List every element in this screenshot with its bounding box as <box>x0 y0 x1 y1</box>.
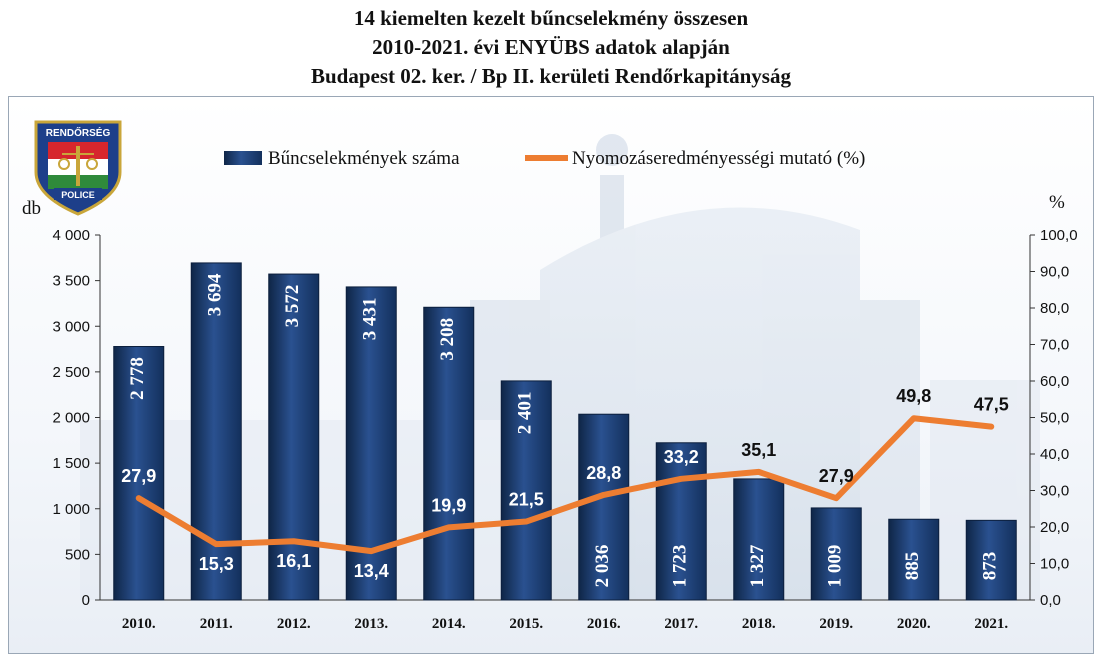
line-point <box>446 524 452 530</box>
line-value-label: 28,8 <box>586 463 621 483</box>
bar-value-label: 885 <box>902 552 923 581</box>
bar-value-label: 3 572 <box>282 285 303 328</box>
left-axis-tick-label: 1 000 <box>52 501 90 518</box>
category-label: 2018. <box>742 616 776 632</box>
line-point <box>988 424 994 430</box>
line-point <box>523 519 529 525</box>
line-value-label: 33,2 <box>664 447 699 467</box>
left-axis-tick-label: 2 000 <box>52 410 90 427</box>
bar-value-label: 1 327 <box>747 544 768 587</box>
left-axis-tick-label: 3 000 <box>52 318 90 335</box>
line-point <box>756 469 762 475</box>
line-value-label: 15,3 <box>199 554 234 574</box>
bar-value-label: 3 694 <box>205 273 226 316</box>
left-axis-tick-label: 0 <box>82 592 90 609</box>
left-axis-tick-label: 500 <box>65 546 90 563</box>
line-point <box>678 476 684 482</box>
right-axis-tick-label: 80,0 <box>1040 300 1069 317</box>
bar <box>655 442 707 601</box>
left-axis-tick-label: 1 500 <box>52 455 90 472</box>
bar <box>733 478 785 601</box>
line-point <box>291 538 297 544</box>
line-path <box>135 415 995 555</box>
bar-value-label: 2 036 <box>592 545 613 588</box>
right-axis-unit: % <box>1049 192 1065 213</box>
category-label: 2016. <box>587 616 621 632</box>
legend: Bűncselekmények száma Nyomozáseredményes… <box>224 148 865 169</box>
logo-top-text: RENDŐRSÉG <box>46 126 111 139</box>
line-value-label: 13,4 <box>354 561 389 581</box>
legend-line-label: Nyomozáseredményességi mutató (%) <box>572 148 865 169</box>
line-series: 27,9 15,3 16,1 13,4 19,9 21,5 28,8 33,2 35,1 27,9… <box>121 386 1009 581</box>
category-label: 2014. <box>432 616 466 632</box>
right-axis-tick-label: 20,0 <box>1040 519 1069 536</box>
line-value-label: 47,5 <box>974 395 1009 415</box>
left-axis-unit: db <box>22 198 41 219</box>
line-value-label: 27,9 <box>819 466 854 486</box>
line-value-label: 16,1 <box>276 551 311 571</box>
bar-series: 2 778 3 694 3 572 3 431 3 208 2 401 2 036 1 723… <box>113 262 1017 601</box>
category-label: 2017. <box>664 616 698 632</box>
category-label: 2019. <box>819 616 853 632</box>
bar-value-label: 2 401 <box>515 392 536 435</box>
legend-bar-swatch <box>224 151 262 165</box>
bar-value-label: 1 009 <box>825 545 846 588</box>
bar <box>113 346 165 601</box>
bar <box>888 518 940 601</box>
line-value-label: 35,1 <box>741 440 776 460</box>
category-label: 2021. <box>974 616 1008 632</box>
bar <box>810 507 862 601</box>
bar <box>578 413 630 601</box>
right-axis-tick-label: 60,0 <box>1040 373 1069 390</box>
title-line-1: 14 kiemelten kezelt bűncselekmény összes… <box>353 6 749 30</box>
line-point <box>601 492 607 498</box>
category-label: 2013. <box>354 616 388 632</box>
category-label: 2020. <box>897 616 931 632</box>
line-point <box>368 548 374 554</box>
line-value-label: 19,9 <box>431 495 466 515</box>
logo-bottom-text: POLICE <box>61 190 95 200</box>
line-point <box>136 495 142 501</box>
axes: 0 500 1 000 1 500 2 000 2 500 3 000 3 500 4 000 0… <box>52 227 1077 609</box>
title-line-3: Budapest 02. ker. / Bp II. kerületi Rend… <box>311 64 791 88</box>
bar <box>965 519 1017 601</box>
line-point <box>833 495 839 501</box>
right-axis-tick-label: 0,0 <box>1040 592 1061 609</box>
left-axis-tick-label: 2 500 <box>52 364 90 381</box>
category-label: 2015. <box>509 616 543 632</box>
line-point <box>213 541 219 547</box>
bar-value-label: 873 <box>980 552 1001 581</box>
line-value-label: 49,8 <box>896 386 931 406</box>
bar <box>423 306 475 601</box>
line-value-label: 27,9 <box>121 466 156 486</box>
legend-bar-label: Bűncselekmények száma <box>268 148 460 169</box>
bar-value-label: 3 208 <box>437 318 458 361</box>
category-label: 2011. <box>200 616 233 632</box>
category-labels: 2010. 2011. 2012. 2013. 2014. 2015. 2016. 2017.… <box>122 616 1009 632</box>
bar-value-label: 2 778 <box>127 357 148 400</box>
line-point <box>911 415 917 421</box>
line-value-label: 21,5 <box>509 490 544 510</box>
right-axis-tick-label: 100,0 <box>1040 227 1078 244</box>
category-label: 2010. <box>122 616 156 632</box>
chart-title: 14 kiemelten kezelt bűncselekmény összes… <box>0 4 1102 91</box>
left-axis-tick-label: 3 500 <box>52 273 90 290</box>
right-axis-tick-label: 40,0 <box>1040 446 1069 463</box>
bar-value-label: 1 723 <box>670 545 691 588</box>
bar <box>500 380 552 601</box>
category-label: 2012. <box>277 616 311 632</box>
right-axis-tick-label: 90,0 <box>1040 264 1069 281</box>
police-badge-logo: RENDŐRSÉG POLICE <box>34 120 122 216</box>
title-line-2: 2010-2021. évi ENYÜBS adatok alapján <box>372 35 730 59</box>
right-axis-tick-label: 10,0 <box>1040 556 1069 573</box>
right-axis-tick-label: 30,0 <box>1040 483 1069 500</box>
right-axis-tick-label: 70,0 <box>1040 337 1069 354</box>
bar-value-label: 3 431 <box>360 298 381 341</box>
right-axis-tick-label: 50,0 <box>1040 410 1069 427</box>
left-axis-tick-label: 4 000 <box>52 227 90 244</box>
